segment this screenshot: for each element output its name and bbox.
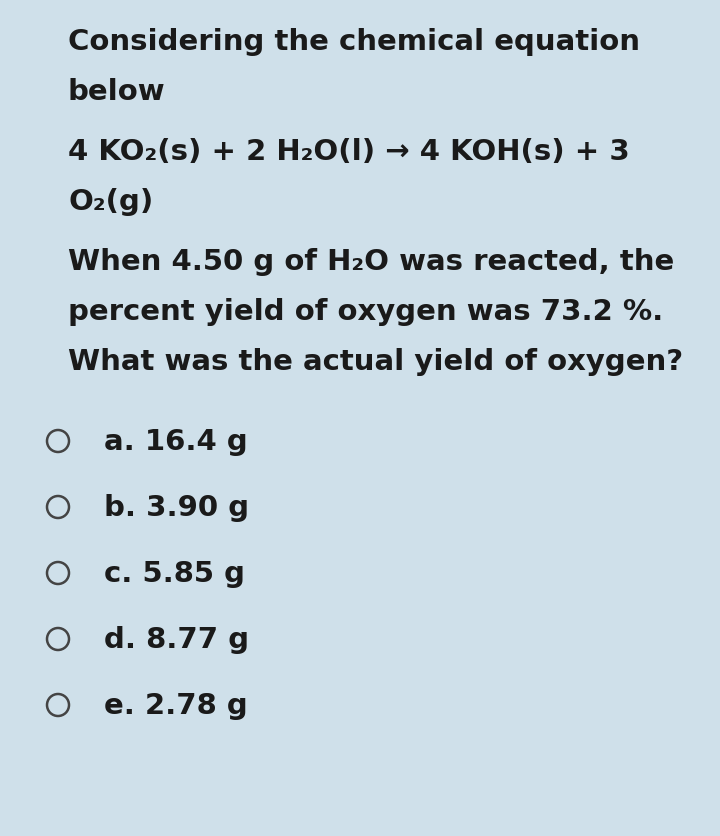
Text: 4 KO₂(s) + 2 H₂O(l) → 4 KOH(s) + 3: 4 KO₂(s) + 2 H₂O(l) → 4 KOH(s) + 3 — [68, 138, 630, 166]
Text: c. 5.85 g: c. 5.85 g — [104, 559, 245, 588]
Text: a. 16.4 g: a. 16.4 g — [104, 427, 248, 456]
Text: When 4.50 g of H₂O was reacted, the: When 4.50 g of H₂O was reacted, the — [68, 247, 674, 276]
Text: percent yield of oxygen was 73.2 %.: percent yield of oxygen was 73.2 %. — [68, 298, 663, 325]
Text: What was the actual yield of oxygen?: What was the actual yield of oxygen? — [68, 348, 683, 375]
Text: below: below — [68, 78, 166, 106]
Text: Considering the chemical equation: Considering the chemical equation — [68, 28, 640, 56]
Text: d. 8.77 g: d. 8.77 g — [104, 625, 249, 653]
Text: O₂(g): O₂(g) — [68, 188, 153, 216]
Text: e. 2.78 g: e. 2.78 g — [104, 691, 248, 719]
Text: b. 3.90 g: b. 3.90 g — [104, 493, 249, 522]
